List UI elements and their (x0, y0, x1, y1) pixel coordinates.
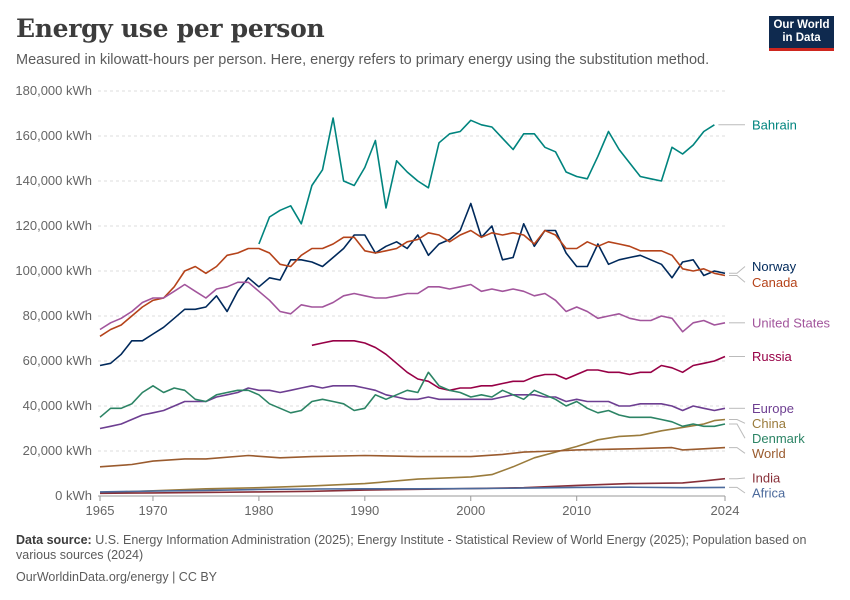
credit-link[interactable]: OurWorldinData.org/energy | CC BY (16, 570, 218, 584)
x-tick-label: 1990 (350, 503, 379, 518)
y-tick-label: 80,000 kWh (23, 308, 92, 323)
label-connector (729, 447, 746, 454)
x-tick-label: 1980 (244, 503, 273, 518)
series-line-norway (99, 202, 726, 367)
label-connector (729, 423, 746, 439)
y-tick-label: 60,000 kWh (23, 353, 92, 368)
series-line-united-states (99, 281, 726, 333)
y-tick-label: 160,000 kWh (15, 128, 92, 143)
series-label-india: India (752, 471, 781, 486)
x-tick-label: 2010 (562, 503, 591, 518)
series-label-world: World (752, 446, 786, 461)
x-tick-label: 2024 (711, 503, 740, 518)
series-label-united-states: United States (752, 315, 831, 330)
series-label-russia: Russia (752, 349, 793, 364)
y-tick-label: 0 kWh (55, 488, 92, 503)
x-axis-ticks: 1965 1970 1980 1990 2000 2010 2024 (86, 496, 740, 518)
series-lines (99, 117, 726, 495)
series-label-norway: Norway (752, 259, 797, 274)
label-connector (729, 419, 746, 424)
x-tick-label: 2000 (456, 503, 485, 518)
y-tick-label: 180,000 kWh (15, 83, 92, 98)
series-label-europe: Europe (752, 401, 794, 416)
label-connector (729, 477, 746, 480)
x-tick-label: 1970 (139, 503, 168, 518)
y-tick-label: 40,000 kWh (23, 398, 92, 413)
y-tick-label: 100,000 kWh (15, 263, 92, 278)
label-connector (729, 266, 746, 274)
logo-line-2: in Data (782, 32, 821, 44)
series-label-africa: Africa (752, 486, 786, 501)
series-label-denmark: Denmark (752, 431, 805, 446)
page-subtitle: Measured in kilowatt-hours per person. H… (16, 52, 710, 68)
y-tick-label: 20,000 kWh (23, 443, 92, 458)
label-connector (729, 486, 746, 494)
series-line-canada (99, 229, 726, 337)
page-title: Energy use per person (16, 14, 325, 43)
label-connector (729, 275, 746, 283)
y-axis-ticks: 0 kWh 20,000 kWh 40,000 kWh 60,000 kWh 80,00… (15, 83, 92, 503)
owid-logo[interactable]: Our World in Data (769, 16, 834, 51)
source-label: Data source: (16, 533, 92, 547)
logo-line-1: Our World (773, 19, 830, 31)
x-tick-label: 1965 (86, 503, 115, 518)
data-source: Data source: U.S. Energy Information Adm… (16, 533, 816, 563)
series-line-russia (311, 340, 726, 392)
series-label-china: China (752, 416, 787, 431)
series-label-bahrain: Bahrain (752, 117, 797, 132)
series-line-bahrain (258, 117, 715, 245)
series-line-africa (99, 486, 726, 493)
source-text: U.S. Energy Information Administration (… (16, 533, 807, 562)
y-tick-label: 140,000 kWh (15, 173, 92, 188)
series-line-denmark (99, 371, 726, 428)
series-line-world (99, 446, 726, 468)
y-tick-label: 120,000 kWh (15, 218, 92, 233)
series-label-canada: Canada (752, 275, 798, 290)
series-line-china (99, 418, 726, 494)
